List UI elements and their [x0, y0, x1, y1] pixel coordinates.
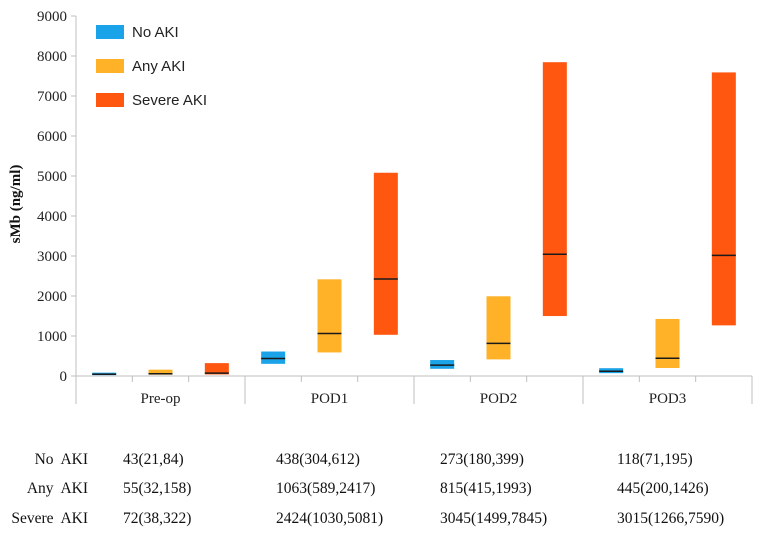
table-cell: 72(38,322) — [123, 510, 192, 527]
chart: 0 1000 2000 3000 4000 5000 6000 7000 8000 9000 sMb… — [8, 9, 753, 407]
x-tick-label: Pre-op — [141, 391, 181, 407]
box-2-1 — [373, 172, 398, 335]
y-tick-label: 1000 — [37, 329, 67, 345]
table-cell: 118(71,195) — [617, 451, 693, 468]
legend-label: Severe AKI — [132, 92, 207, 109]
box-0-1 — [261, 351, 286, 364]
legend-swatch — [96, 93, 124, 107]
y-tick-label: 0 — [60, 369, 68, 385]
box-1-1 — [317, 279, 342, 353]
table-cell: 43(21,84) — [123, 451, 184, 468]
box-2-0 — [204, 363, 229, 375]
table-cell: 2424(1030,5081) — [276, 510, 384, 527]
legend-swatch — [96, 25, 124, 39]
box-1-3 — [655, 318, 680, 368]
y-tick-label: 4000 — [37, 209, 67, 225]
y-tick-label: 2000 — [37, 289, 67, 305]
y-tick-label: 6000 — [37, 129, 67, 145]
x-tick-label: POD3 — [649, 391, 687, 407]
box-1-0 — [148, 369, 173, 375]
table-cell: 445(200,1426) — [617, 480, 709, 497]
table-cell: 438(304,612) — [276, 451, 360, 468]
x-tick-label: POD1 — [311, 391, 349, 407]
box-2-3 — [711, 72, 736, 326]
table-cell: 3015(1266,7590) — [617, 510, 725, 527]
table-cell: 55(32,158) — [123, 480, 192, 497]
table-cell: 3045(1499,7845) — [440, 510, 548, 527]
box-1-2 — [486, 296, 511, 360]
y-tick-label: 3000 — [37, 249, 67, 265]
table-row-label: Severe AKI — [11, 510, 88, 527]
box-2-2 — [542, 62, 567, 317]
y-axis-title: sMb (ng/ml) — [8, 165, 24, 244]
y-tick-label: 7000 — [37, 89, 67, 105]
x-tick-label: POD2 — [480, 391, 518, 407]
y-tick-label: 8000 — [37, 49, 67, 65]
table-cell: 1063(589,2417) — [276, 480, 376, 497]
legend-label: Any AKI — [132, 58, 185, 75]
table-row-label: No AKI — [34, 451, 88, 468]
y-tick-label: 5000 — [37, 169, 67, 185]
y-tick-label: 9000 — [37, 9, 67, 25]
table-row-label: Any AKI — [26, 480, 88, 497]
table-cell: 815(415,1993) — [440, 480, 532, 497]
legend-label: No AKI — [132, 24, 179, 41]
table-cell: 273(180,399) — [440, 451, 524, 468]
legend-swatch — [96, 59, 124, 73]
